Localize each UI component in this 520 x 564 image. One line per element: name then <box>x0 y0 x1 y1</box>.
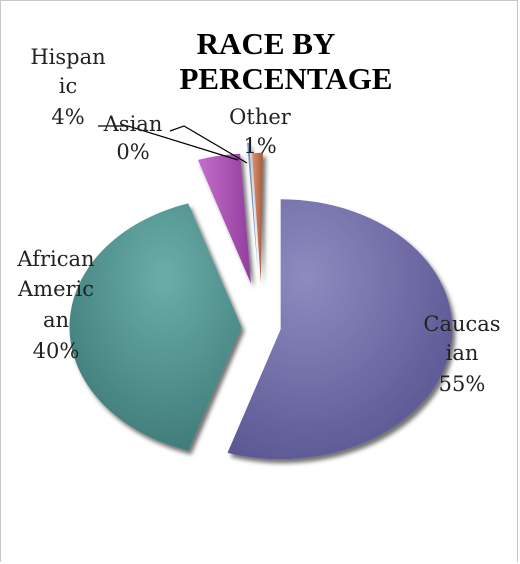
chart-title-line-1: RACE BY <box>197 26 336 61</box>
label-hispanic-name-2: ic <box>59 74 77 98</box>
label-african-american-value: 40% <box>33 339 80 363</box>
label-african-american-name-3: an <box>43 308 69 332</box>
label-caucasian-name-2: ian <box>446 341 479 365</box>
pie-slice-caucasian <box>227 199 453 460</box>
chart-title-line-2: PERCENTAGE <box>179 61 392 96</box>
label-caucasian-value: 55% <box>439 372 486 396</box>
label-african-american-name-1: African <box>16 247 94 271</box>
label-african-american-name-2: Americ <box>17 277 94 301</box>
pie-slice-hispanic <box>197 153 251 284</box>
label-other-name: Other <box>229 105 292 129</box>
leader-line-hispanic <box>98 125 239 161</box>
label-hispanic-value: 4% <box>51 105 84 129</box>
label-hispanic-name-1: Hispan <box>30 45 105 69</box>
leader-line-asian <box>169 125 248 164</box>
label-asian-name: Asian <box>103 112 163 136</box>
pie-slice-asian <box>247 142 258 273</box>
pie-slice-other <box>252 152 263 283</box>
label-asian-value: 0% <box>116 140 149 164</box>
label-caucasian-name-1: Caucas <box>423 312 500 336</box>
label-other-value: 1% <box>243 134 276 158</box>
pie-slice-african-american <box>69 203 242 451</box>
